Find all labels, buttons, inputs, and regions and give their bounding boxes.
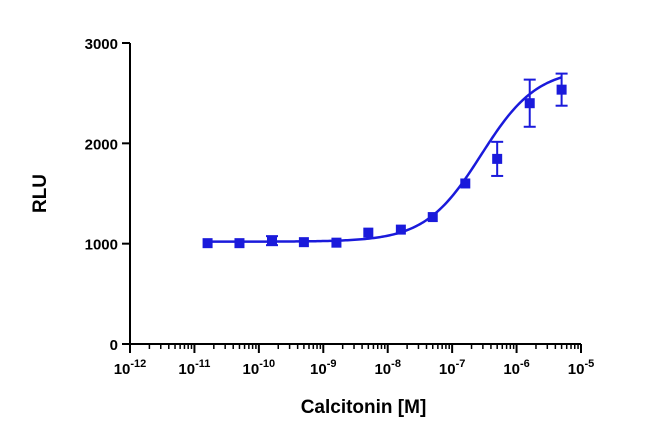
data-point	[202, 238, 213, 249]
x-tick-label: 10-5	[568, 358, 594, 378]
fit-curve-layer	[207, 76, 562, 243]
data-point	[427, 212, 438, 223]
data-point	[363, 227, 374, 238]
x-axis-title: Calcitonin [M]	[301, 397, 427, 418]
fit-curve	[207, 76, 562, 243]
data-point	[395, 224, 406, 235]
data-point	[556, 84, 567, 95]
data-point	[460, 178, 471, 189]
x-tick-label: 10-12	[114, 358, 147, 378]
data-point	[331, 237, 342, 248]
data-point	[492, 153, 503, 164]
y-tick-label: 2000	[85, 136, 118, 153]
y-tick-label: 3000	[85, 36, 118, 53]
data-point	[298, 237, 309, 248]
x-ticks: 10-12 10-11 10-10 10-9 10-8 10-7 10-6 10-5	[114, 344, 594, 378]
x-tick-label: 10-9	[310, 358, 336, 378]
x-tick-label: 10-8	[374, 358, 400, 378]
x-tick-label: 10-11	[178, 358, 210, 378]
y-tick-label: 0	[110, 337, 118, 354]
data-point	[267, 235, 278, 246]
data-points-layer	[202, 84, 567, 249]
x-tick-label: 10-7	[439, 358, 465, 378]
y-ticks: 0 1000 2000 3000	[85, 36, 130, 354]
x-tick-label: 10-10	[243, 358, 276, 378]
y-tick-label: 1000	[85, 237, 118, 254]
data-point	[234, 238, 245, 249]
x-tick-label: 10-6	[503, 358, 529, 378]
data-point	[524, 98, 535, 109]
y-axis-title: RLU	[30, 174, 51, 213]
